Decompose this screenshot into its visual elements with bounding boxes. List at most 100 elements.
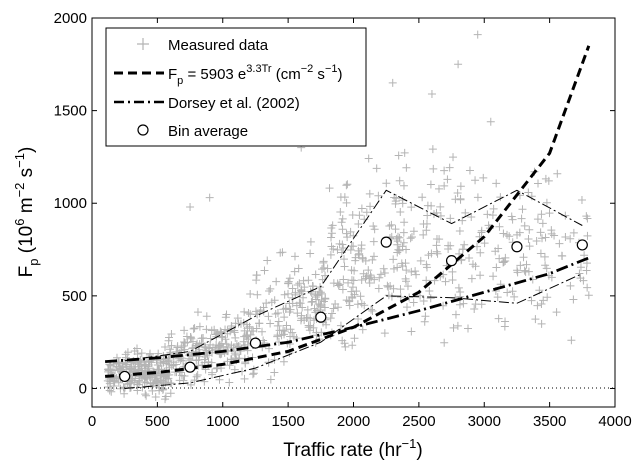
measured-point: [432, 241, 441, 250]
measured-point: [169, 358, 178, 367]
y-tick-label: 1500: [54, 103, 87, 120]
measured-point: [351, 253, 360, 262]
measured-point: [536, 228, 545, 237]
measured-point: [360, 301, 369, 310]
measured-point: [453, 321, 462, 330]
measured-point: [376, 270, 385, 279]
measured-point: [533, 301, 542, 310]
measured-point: [286, 325, 295, 334]
measured-point: [516, 261, 525, 270]
measured-point: [167, 361, 176, 370]
legend-item-bin: Bin average: [137, 123, 248, 140]
measured-point: [249, 365, 258, 374]
measured-point: [271, 309, 280, 318]
measured-point: [426, 294, 435, 303]
measured-point: [266, 319, 275, 328]
measured-point: [143, 373, 152, 382]
measured-point: [436, 211, 445, 220]
x-tick-label: 3000: [468, 413, 501, 430]
measured-point: [336, 208, 345, 216]
measured-point: [532, 237, 541, 246]
measured-point: [231, 333, 240, 342]
measured-point: [582, 212, 591, 221]
measured-point: [338, 214, 347, 223]
measured-point: [477, 228, 486, 237]
measured-point: [142, 391, 151, 400]
measured-point: [524, 235, 533, 244]
legend: Measured data Fp = 5903 e3.3Tr (cm−2 s−1…: [105, 27, 367, 147]
measured-point: [427, 201, 436, 210]
measured-point: [248, 370, 257, 379]
measured-point: [317, 328, 326, 337]
measured-point: [246, 289, 255, 298]
measured-point: [382, 179, 391, 188]
measured-point: [273, 321, 282, 330]
measured-point: [412, 270, 421, 279]
y-tick-label: 500: [62, 288, 87, 305]
measured-point: [221, 335, 230, 344]
measured-point: [369, 237, 378, 246]
measured-point: [427, 249, 436, 258]
measured-point: [547, 229, 556, 238]
y-axis-label: Fp (106 m−2 s−1): [12, 147, 41, 278]
x-tick-label: 3500: [533, 413, 566, 430]
measured-point: [553, 169, 562, 178]
measured-point: [543, 293, 552, 302]
measured-point: [465, 254, 474, 263]
measured-point: [434, 184, 443, 193]
measured-point: [327, 223, 336, 232]
measured-point: [365, 278, 374, 287]
measured-point: [280, 327, 289, 336]
measured-point: [517, 214, 526, 223]
measured-point: [402, 266, 411, 275]
measured-point: [524, 188, 533, 197]
measured-point: [349, 242, 358, 251]
measured-point: [583, 231, 592, 240]
measured-point: [104, 367, 113, 376]
measured-point: [121, 358, 130, 367]
measured-point: [342, 296, 351, 305]
y-tick-label: 2000: [54, 10, 87, 27]
measured-point: [397, 259, 406, 268]
measured-point: [281, 305, 290, 314]
measured-point: [402, 163, 411, 172]
measured-point: [544, 176, 553, 185]
measured-point: [246, 330, 255, 339]
measured-point: [494, 244, 503, 253]
measured-point: [266, 375, 275, 384]
bin-average-point: [315, 311, 327, 323]
measured-point: [280, 290, 289, 299]
measured-point: [501, 256, 510, 265]
measured-point: [289, 332, 298, 341]
measured-point: [403, 282, 412, 291]
measured-point: [158, 385, 167, 394]
measured-point: [340, 255, 348, 264]
measured-point: [151, 393, 160, 402]
measured-point: [391, 199, 400, 208]
measured-point: [106, 361, 115, 370]
measured-point: [426, 180, 435, 189]
measured-point: [357, 275, 366, 284]
measured-point: [267, 298, 276, 307]
measured-point: [427, 89, 436, 98]
measured-point: [387, 232, 396, 241]
measured-point: [224, 342, 233, 351]
measured-point: [489, 272, 498, 281]
x-axis-label: Traffic rate (hr−1): [283, 436, 422, 461]
measured-point: [518, 205, 527, 214]
measured-point: [161, 342, 170, 351]
legend-box: [105, 27, 367, 147]
measured-point: [423, 211, 432, 220]
measured-point: [569, 295, 578, 304]
measured-point: [114, 378, 123, 387]
measured-point: [584, 291, 593, 300]
measured-point: [393, 263, 402, 272]
measured-point: [212, 364, 221, 373]
measured-point: [282, 321, 291, 330]
y-tick-label: 0: [79, 380, 87, 397]
measured-point: [274, 317, 283, 326]
measured-point: [121, 350, 130, 359]
measured-point: [339, 243, 348, 252]
measured-point: [310, 304, 319, 313]
measured-point: [388, 78, 397, 87]
